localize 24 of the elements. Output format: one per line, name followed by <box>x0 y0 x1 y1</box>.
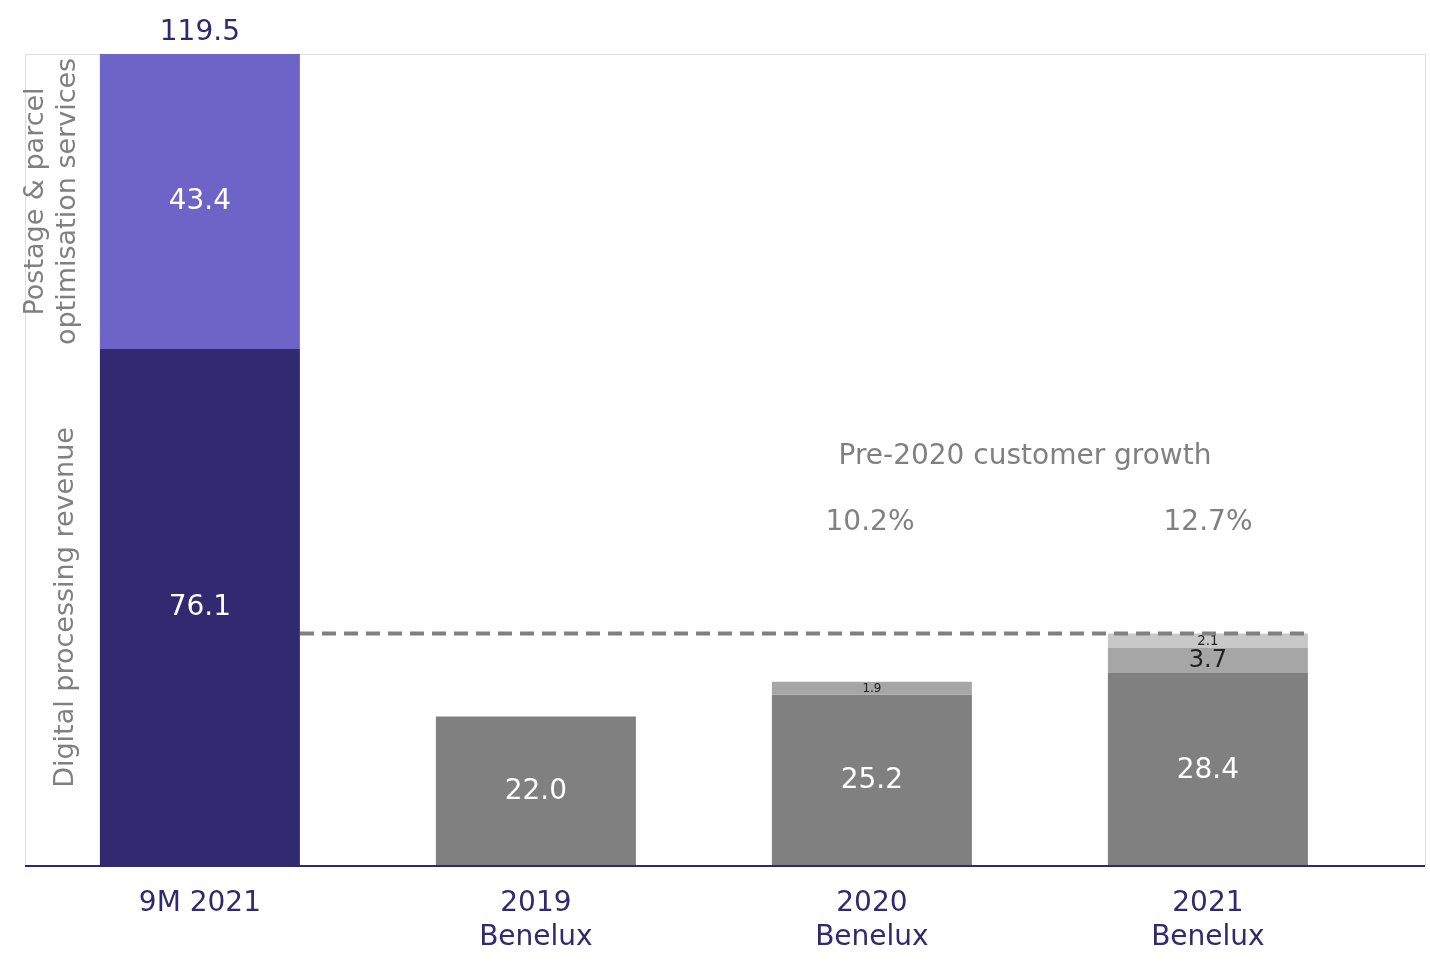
annotation: Pre-2020 customer growth <box>838 438 1212 471</box>
x-tick-label: 2020 Benelux <box>815 884 929 952</box>
text: Postage & parcel optimisation services <box>18 57 81 346</box>
x-tick-label: 2021 Benelux <box>1151 884 1265 952</box>
text: Digital processing revenue <box>48 427 79 788</box>
annotation: 10.2% <box>825 504 915 537</box>
x-tick-label: 2019 Benelux <box>479 884 593 952</box>
bar <box>99 54 300 349</box>
bar <box>771 681 972 695</box>
data-label: 43.4 <box>168 183 232 217</box>
bar <box>1107 647 1308 674</box>
data-label: 28.4 <box>1176 751 1240 785</box>
data-label: 1.9 <box>862 681 882 696</box>
x-tick-label: 9M 2021 <box>138 884 261 918</box>
data-label: 25.2 <box>840 762 904 796</box>
total-label: 119.5 <box>159 14 240 47</box>
data-label: 76.1 <box>168 589 232 623</box>
bar <box>1107 673 1308 866</box>
bar <box>771 694 972 866</box>
bar <box>435 716 636 866</box>
data-label: 2.1 <box>1197 632 1219 648</box>
data-label: 3.7 <box>1188 645 1228 674</box>
annotation: 12.7% <box>1163 504 1253 537</box>
data-label: 22.0 <box>504 773 568 807</box>
